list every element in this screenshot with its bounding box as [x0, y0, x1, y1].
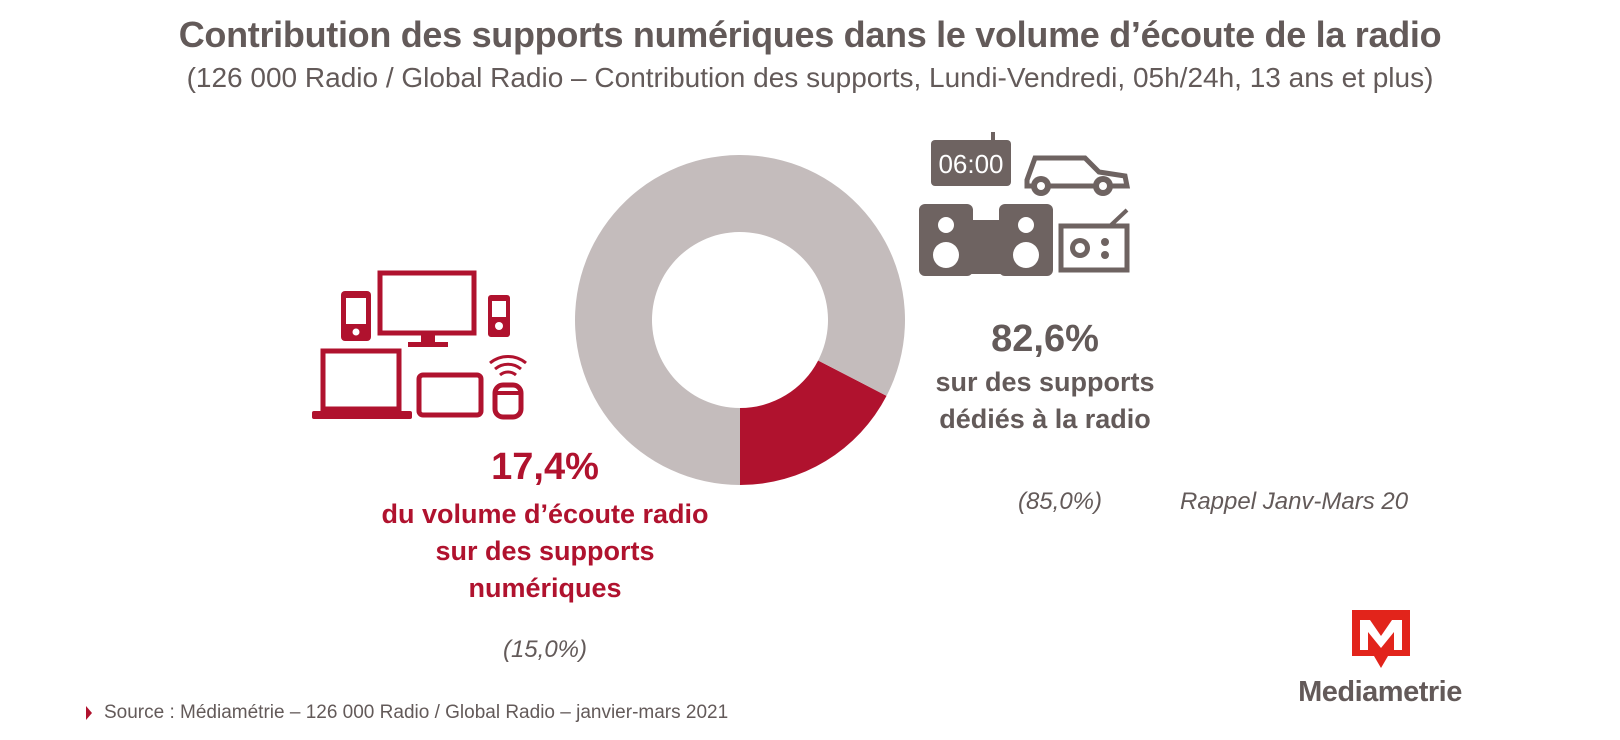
- dedicated-previous-value: (85,0%): [1017, 488, 1103, 515]
- dedicated-description: sur des supports dédiés à la radio: [880, 364, 1210, 438]
- chart-subtitle: (126 000 Radio / Global Radio – Contribu…: [186, 62, 1434, 93]
- mediametrie-logo: [1352, 610, 1410, 668]
- source-note: Source : Médiamétrie – 126 000 Radio / G…: [104, 702, 729, 723]
- logo-text: Mediametrie: [1298, 676, 1462, 708]
- digital-description: du volume d’écoute radio sur des support…: [320, 496, 770, 607]
- digital-percentage: 17,4%: [491, 446, 599, 488]
- donut-slice-digital: [740, 360, 887, 485]
- donut-chart: [575, 154, 905, 485]
- donut-slice-dedicated: [575, 154, 905, 485]
- digital-desc-line: du volume d’écoute radio: [381, 499, 709, 529]
- digital-desc-line: sur des supports: [435, 536, 655, 566]
- devices-icon: [312, 270, 527, 420]
- digital-desc-line: numériques: [468, 573, 622, 603]
- source-bullet-icon: [86, 706, 92, 720]
- radio-devices-icon: 06:00: [919, 132, 1131, 276]
- clock-display: 06:00: [938, 149, 1003, 179]
- digital-previous-value: (15,0%): [502, 636, 588, 663]
- dedicated-desc-line: dédiés à la radio: [939, 404, 1151, 434]
- chart-title: Contribution des supports numériques dan…: [178, 14, 1442, 55]
- dedicated-desc-line: sur des supports: [935, 367, 1155, 397]
- dedicated-percentage: 82,6%: [991, 318, 1099, 360]
- reminder-label: Rappel Janv-Mars 20: [1180, 488, 1409, 515]
